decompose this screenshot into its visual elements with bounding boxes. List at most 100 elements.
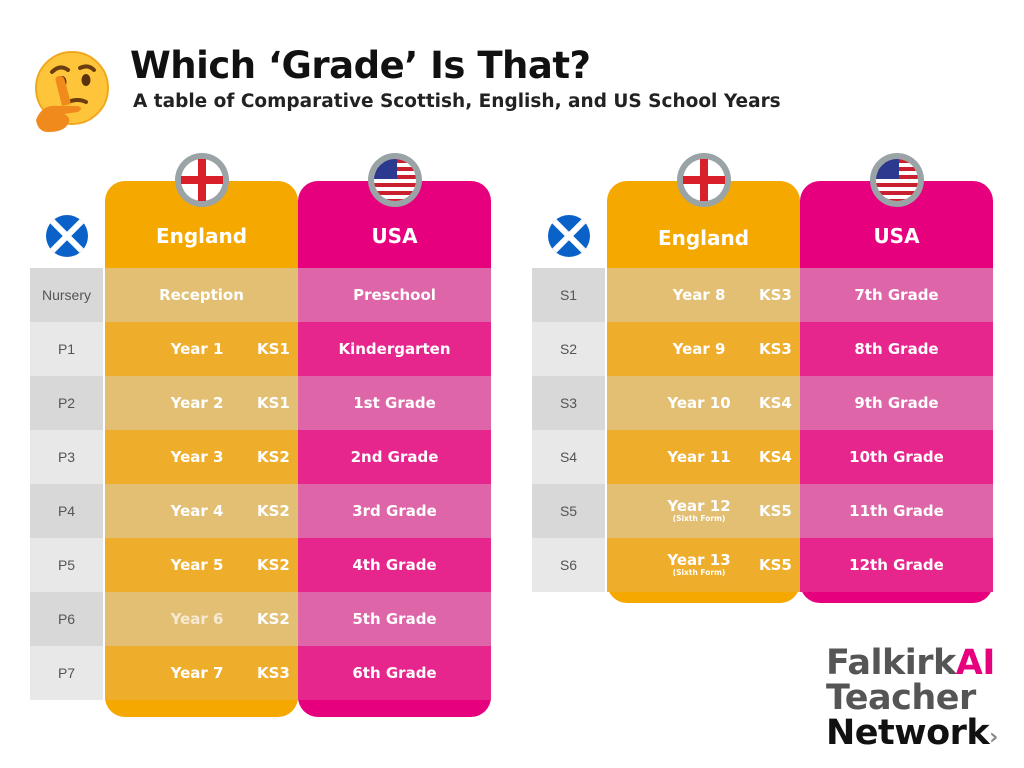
key-stage-label: KS1 [257, 394, 290, 412]
usa-grade-cell: Preschool [298, 268, 491, 322]
england-year-text: Year 4 [170, 501, 224, 520]
england-year-label: Reception [105, 268, 298, 322]
usa-header-right: USA [873, 224, 920, 248]
logo-line-3: Network [826, 713, 990, 753]
england-year-text: Year 13 [667, 551, 731, 570]
table-row: P4 Year 4 KS2 3rd Grade [30, 484, 491, 538]
england-year-label: Year 1 [147, 322, 247, 376]
scotland-year-cell: S1 [532, 268, 605, 322]
usa-grade-cell: 11th Grade [800, 484, 993, 538]
england-year-text: Year 1 [170, 339, 224, 358]
england-year-label: Year 2 [147, 376, 247, 430]
table-row: S2 Year 9 KS3 8th Grade [532, 322, 993, 376]
england-year-cell: Year 1 KS1 [105, 322, 298, 376]
england-year-label: Year 10 [649, 376, 749, 430]
table-row: P1 Year 1 KS1 Kindergarten [30, 322, 491, 376]
england-year-text: Reception [159, 285, 244, 304]
scotland-year-cell: S6 [532, 538, 605, 592]
england-year-text: Year 2 [170, 393, 224, 412]
england-year-label: Year 12 (Sixth Form) [649, 484, 749, 538]
logo-line-1: Falkirk [826, 643, 956, 683]
england-year-cell: Year 8 KS3 [607, 268, 800, 322]
scotland-year-cell: P6 [30, 592, 103, 646]
usa-grade-cell: 6th Grade [298, 646, 491, 700]
england-year-label: Year 6 [147, 592, 247, 646]
scotland-year-cell: S3 [532, 376, 605, 430]
usa-grade-cell: 1st Grade [298, 376, 491, 430]
scotland-flag-icon [46, 215, 88, 257]
usa-grade-cell: 7th Grade [800, 268, 993, 322]
thinking-face-icon [35, 51, 109, 132]
table-row: P6 Year 6 KS2 5th Grade [30, 592, 491, 646]
england-year-cell: Year 3 KS2 [105, 430, 298, 484]
england-year-text: Year 10 [667, 393, 731, 412]
england-year-cell: Year 4 KS2 [105, 484, 298, 538]
scotland-year-cell: P7 [30, 646, 103, 700]
england-year-text: Year 8 [672, 285, 726, 304]
scotland-year-cell: P5 [30, 538, 103, 592]
usa-grade-cell: 9th Grade [800, 376, 993, 430]
scotland-year-cell: P1 [30, 322, 103, 376]
england-year-label: Year 13 (Sixth Form) [649, 538, 749, 592]
falkirk-ai-logo: FalkirkAI Teacher Network› [826, 646, 998, 755]
table-row: P7 Year 7 KS3 6th Grade [30, 646, 491, 700]
england-flag-icon [175, 153, 229, 207]
sixth-form-note: (Sixth Form) [672, 568, 726, 578]
scotland-year-cell: Nursery [30, 268, 103, 322]
table-row: P3 Year 3 KS2 2nd Grade [30, 430, 491, 484]
england-flag-icon [677, 153, 731, 207]
key-stage-label: KS1 [257, 340, 290, 358]
scotland-year-cell: S4 [532, 430, 605, 484]
scotland-year-cell: S2 [532, 322, 605, 376]
england-year-text: Year 7 [170, 663, 224, 682]
england-year-text: Year 6 [170, 609, 224, 628]
usa-grade-cell: Kindergarten [298, 322, 491, 376]
key-stage-label: KS2 [257, 610, 290, 628]
usa-grade-cell: 12th Grade [800, 538, 993, 592]
usa-grade-cell: 5th Grade [298, 592, 491, 646]
england-year-cell: Year 6 KS2 [105, 592, 298, 646]
sixth-form-note: (Sixth Form) [672, 514, 726, 524]
logo-line-2: Teacher [826, 678, 976, 718]
table-row: P2 Year 2 KS1 1st Grade [30, 376, 491, 430]
key-stage-label: KS2 [257, 502, 290, 520]
england-year-cell: Year 11 KS4 [607, 430, 800, 484]
england-year-text: Year 3 [170, 447, 224, 466]
usa-grade-cell: 2nd Grade [298, 430, 491, 484]
usa-grade-cell: 10th Grade [800, 430, 993, 484]
key-stage-label: KS5 [759, 502, 792, 520]
chevron-right-icon: › [989, 725, 998, 750]
england-year-label: Year 11 [649, 430, 749, 484]
england-year-cell: Year 12 (Sixth Form) KS5 [607, 484, 800, 538]
england-year-text: Year 9 [672, 339, 726, 358]
key-stage-label: KS3 [257, 664, 290, 682]
key-stage-label: KS2 [257, 448, 290, 466]
table-row: S1 Year 8 KS3 7th Grade [532, 268, 993, 322]
key-stage-label: KS4 [759, 394, 792, 412]
england-year-cell: Year 9 KS3 [607, 322, 800, 376]
table-row: S3 Year 10 KS4 9th Grade [532, 376, 993, 430]
page-subtitle: A table of Comparative Scottish, English… [133, 91, 781, 112]
scotland-year-cell: P3 [30, 430, 103, 484]
key-stage-label: KS2 [257, 556, 290, 574]
england-year-label: Year 4 [147, 484, 247, 538]
england-year-cell: Year 5 KS2 [105, 538, 298, 592]
usa-flag-icon [368, 153, 422, 207]
scotland-year-cell: P2 [30, 376, 103, 430]
key-stage-label: KS3 [759, 340, 792, 358]
usa-flag-icon [870, 153, 924, 207]
england-year-text: Year 12 [667, 497, 731, 516]
table-row: S4 Year 11 KS4 10th Grade [532, 430, 993, 484]
key-stage-label: KS3 [759, 286, 792, 304]
table-row: S6 Year 13 (Sixth Form) KS5 12th Grade [532, 538, 993, 592]
england-year-cell: Reception [105, 268, 298, 322]
england-year-cell: Year 13 (Sixth Form) KS5 [607, 538, 800, 592]
england-year-label: Year 9 [649, 322, 749, 376]
scotland-flag-icon [548, 215, 590, 257]
scotland-year-cell: P4 [30, 484, 103, 538]
england-year-label: Year 3 [147, 430, 247, 484]
england-year-cell: Year 2 KS1 [105, 376, 298, 430]
england-year-text: Year 5 [170, 555, 224, 574]
table-row: Nursery Reception Preschool [30, 268, 491, 322]
england-header-left: England [155, 224, 248, 248]
